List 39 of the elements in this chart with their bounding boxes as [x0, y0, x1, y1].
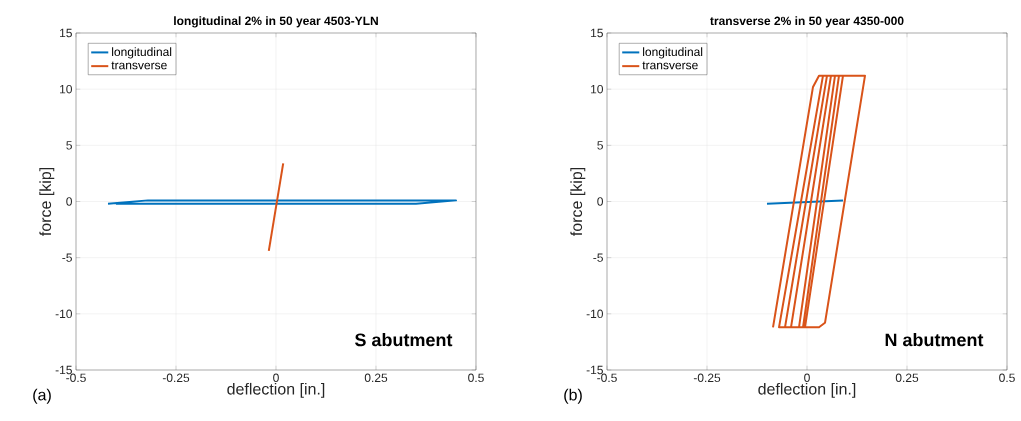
legend-label: longitudinal: [643, 47, 703, 59]
x-tick-label: 0: [273, 373, 279, 383]
legend-label: transverse: [642, 61, 698, 70]
y-axis-title: force [kip]: [39, 167, 55, 236]
x-tick-label: -0.25: [162, 373, 190, 383]
legend-label: longitudinal: [112, 47, 172, 59]
line-series: [772, 74, 866, 329]
x-tick-label: 0.5: [468, 373, 484, 383]
text: (a): [33, 388, 51, 404]
x-tick-label: -0.5: [66, 373, 86, 383]
y-tick-label: -10: [586, 309, 604, 319]
y-tick-label: 10: [591, 84, 604, 94]
x-tick-label: 0: [804, 373, 810, 383]
x-axis-title: deflection [in.]: [227, 382, 325, 398]
chart-title: longitudinal 2% in 50 year 4503-YLN: [174, 16, 378, 28]
legend-label: transverse: [111, 61, 167, 70]
x-tick-label: 0.25: [364, 373, 388, 383]
y-tick-label: 0: [597, 197, 604, 206]
y-tick-label: -5: [593, 253, 603, 262]
x-axis-title: deflection [in.]: [758, 382, 856, 398]
y-tick-label: -5: [62, 253, 72, 262]
y-tick-label: 15: [591, 28, 603, 38]
y-tick-label: 5: [597, 141, 603, 150]
chart-title: transverse 2% in 50 year 4350-000: [710, 16, 904, 28]
x-tick-label: 0.25: [895, 373, 919, 383]
annotation: S abutment: [354, 333, 453, 347]
y-tick-label: -10: [55, 309, 72, 319]
y-tick-label: 0: [66, 197, 73, 206]
y-tick-label: 5: [66, 141, 72, 150]
x-tick-label: -0.5: [597, 373, 617, 383]
x-tick-label: 0.5: [999, 373, 1015, 383]
x-tick-label: -0.25: [693, 373, 721, 383]
y-tick-label: 15: [60, 28, 72, 38]
text: (b): [564, 388, 582, 404]
y-tick-label: -15: [586, 365, 603, 375]
y-tick-label: -15: [55, 365, 72, 375]
y-axis-title: force [kip]: [570, 167, 586, 236]
annotation: N abutment: [885, 333, 984, 347]
y-tick-label: 10: [60, 84, 72, 94]
